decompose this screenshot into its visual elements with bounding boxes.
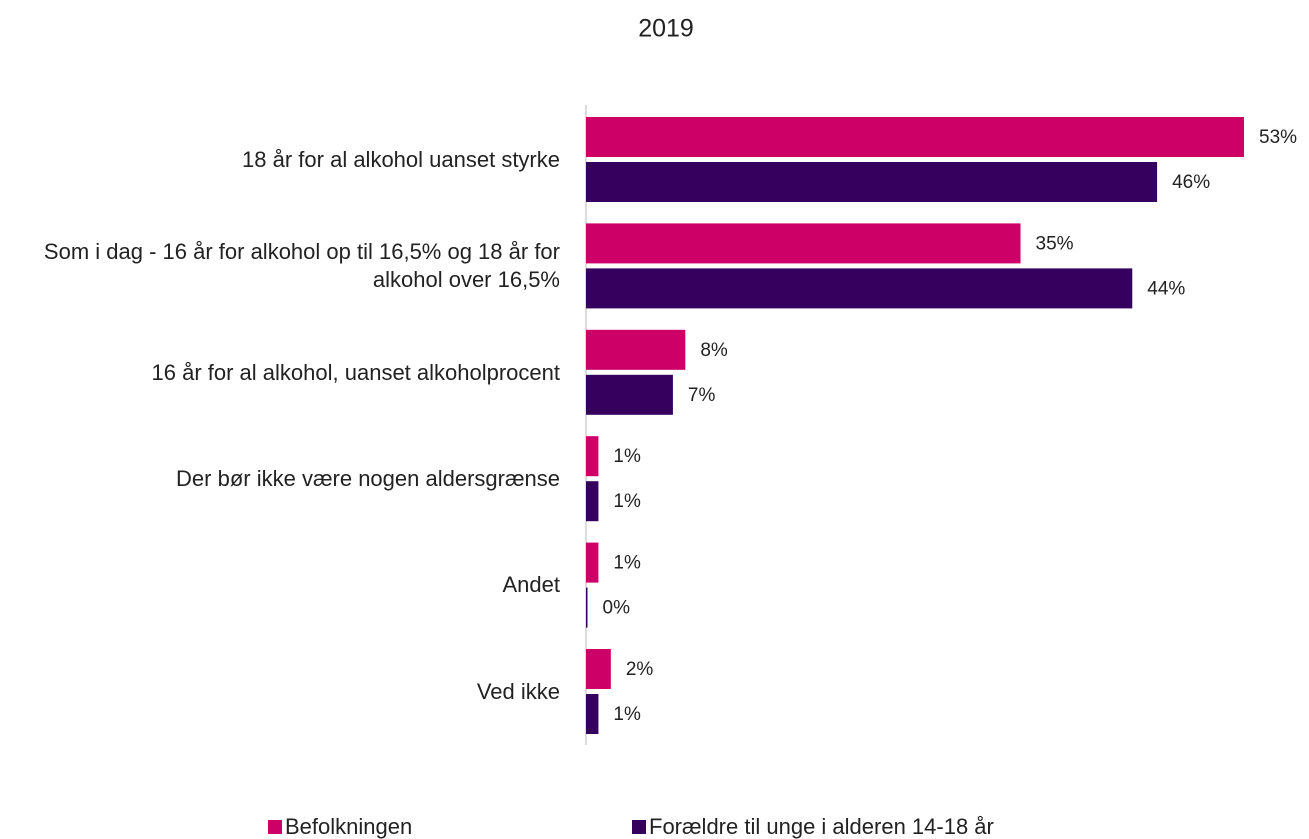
category-label: Andet xyxy=(502,572,561,598)
category-label-box: 18 år for al alkohol uanset styrke xyxy=(242,146,560,172)
category-label: Der bør ikke være nogen aldersgrænse xyxy=(176,465,560,491)
bar xyxy=(586,117,1244,157)
bar xyxy=(586,649,611,689)
value-label: 1% xyxy=(613,704,641,725)
legend-label: Forældre til unge i alderen 14-18 år xyxy=(649,814,994,839)
chart-title: 2019 xyxy=(638,15,694,43)
legend-label: Befolkningen xyxy=(285,814,412,839)
legend-swatch xyxy=(632,820,646,834)
bar xyxy=(586,223,1021,264)
category-label: 18 år for al alkohol uanset styrke xyxy=(242,146,560,172)
category-label-box: Ved ikke xyxy=(476,678,560,704)
value-label: 7% xyxy=(688,385,716,406)
category-label: Som i dag - 16 år for alkohol op til 16,… xyxy=(43,238,560,293)
bar xyxy=(586,587,588,628)
bar xyxy=(586,542,599,583)
value-label: 46% xyxy=(1172,172,1210,193)
category-label: 16 år for al alkohol, uanset alkoholproc… xyxy=(151,359,560,385)
value-label: 1% xyxy=(613,446,641,467)
bar xyxy=(586,162,1158,202)
category-label-box: Som i dag - 16 år for alkohol op til 16,… xyxy=(43,238,560,293)
bar xyxy=(586,436,599,477)
bar xyxy=(586,481,599,522)
bar xyxy=(586,268,1133,309)
category-label: Ved ikke xyxy=(476,678,560,704)
bar xyxy=(586,374,673,415)
legend-swatch xyxy=(268,820,282,834)
value-label: 35% xyxy=(1036,233,1074,254)
category-label-box: Andet xyxy=(502,572,561,598)
value-label: 53% xyxy=(1259,127,1297,148)
bar xyxy=(586,694,599,734)
bar xyxy=(586,329,686,370)
value-label: 8% xyxy=(700,340,728,361)
value-label: 0% xyxy=(603,598,631,619)
value-label: 44% xyxy=(1147,278,1185,299)
value-label: 1% xyxy=(613,553,641,574)
category-label-box: Der bør ikke være nogen aldersgrænse xyxy=(176,465,560,491)
value-label: 1% xyxy=(613,491,641,512)
category-label-box: 16 år for al alkohol, uanset alkoholproc… xyxy=(151,359,560,385)
value-label: 2% xyxy=(626,659,654,680)
